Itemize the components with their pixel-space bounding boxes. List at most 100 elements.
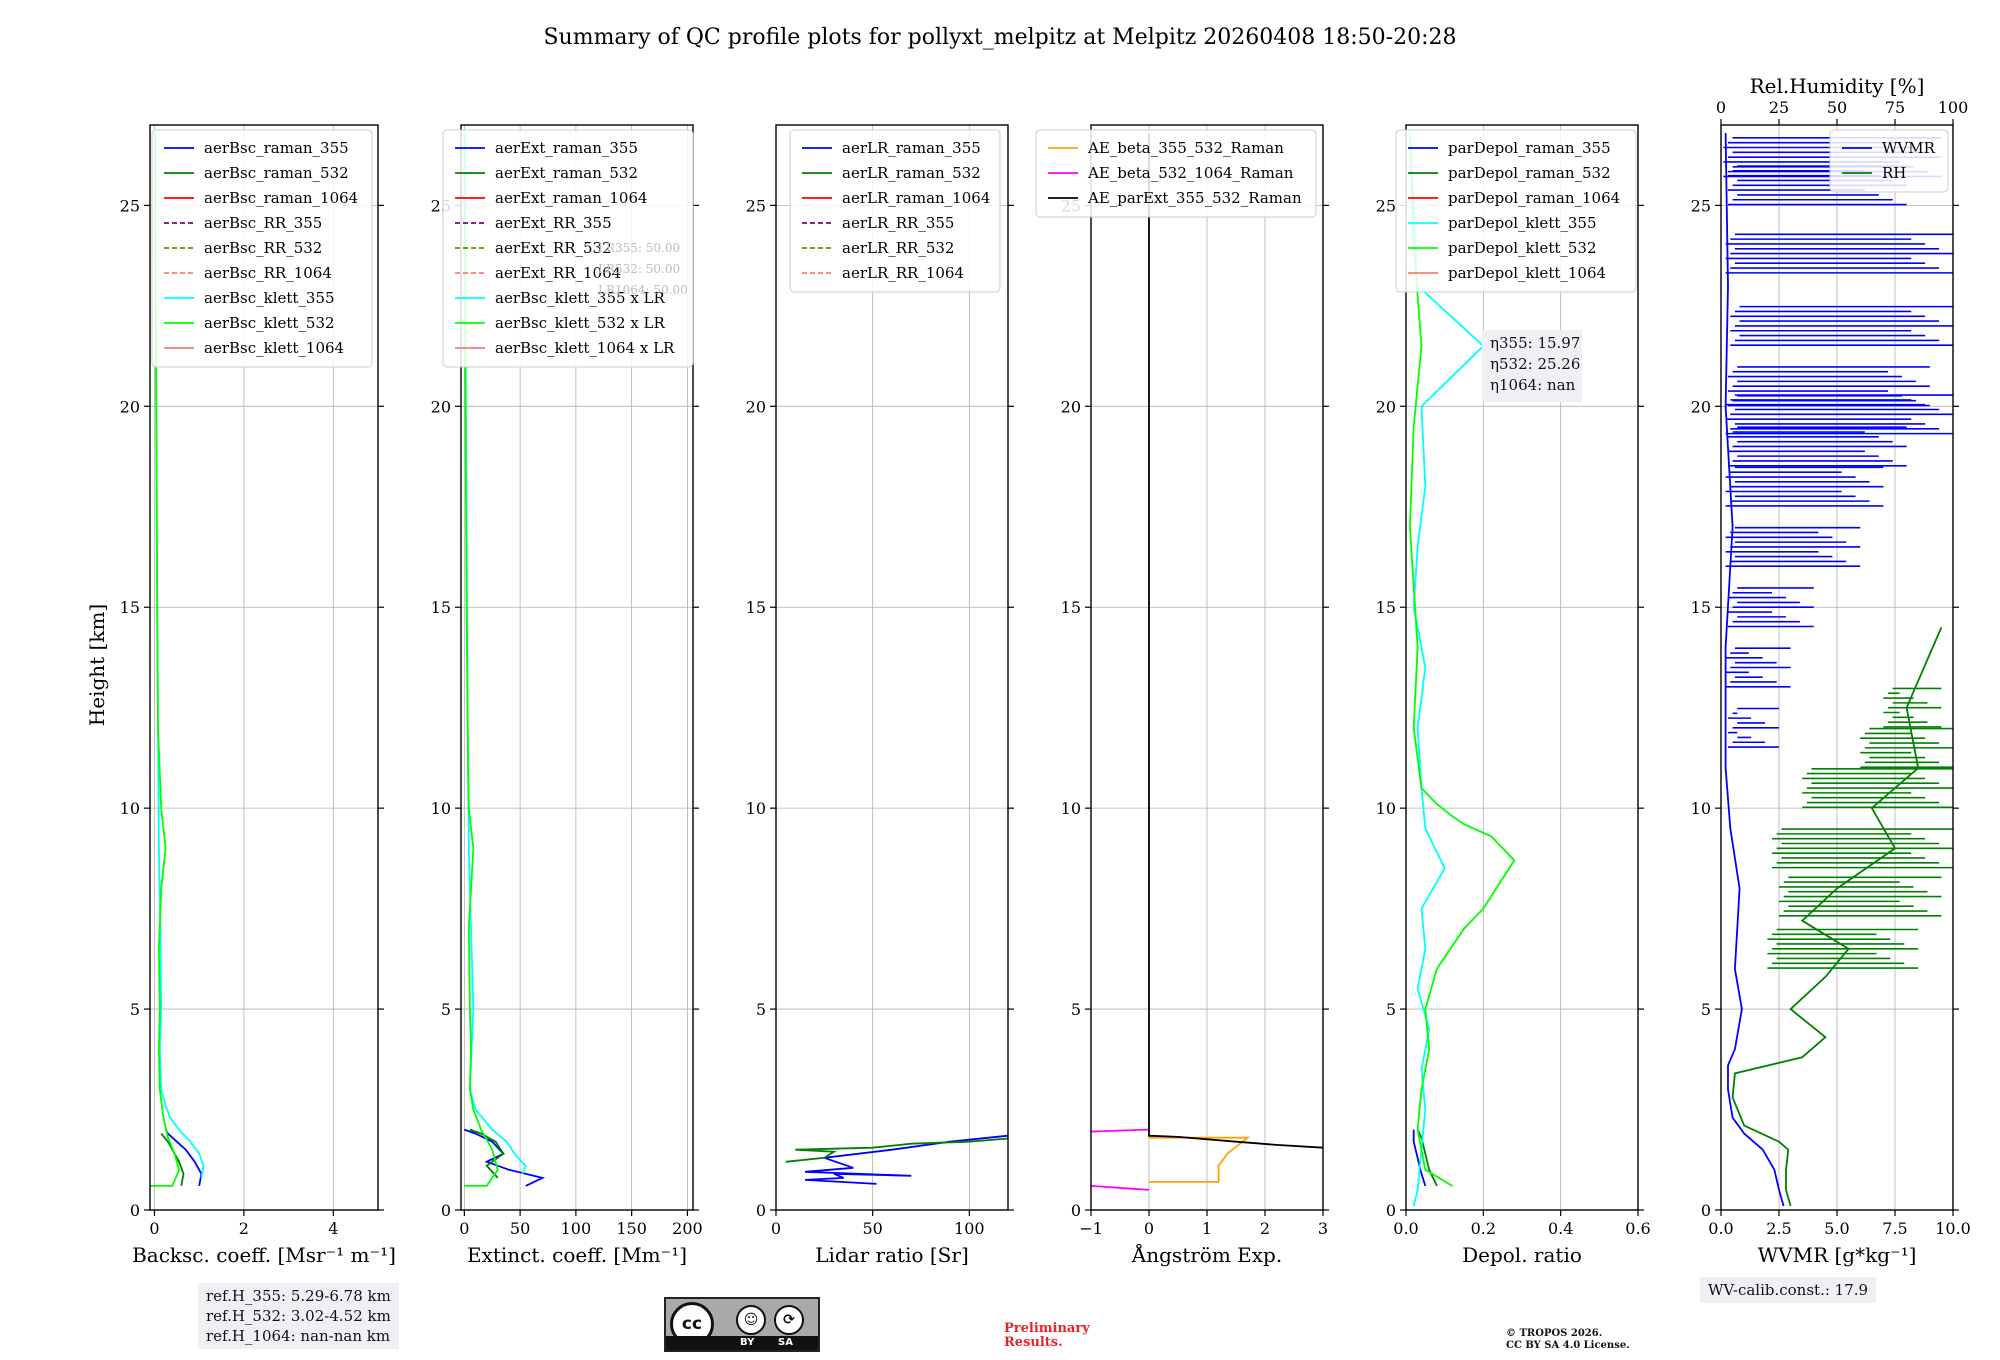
x-tick-label: 7.5: [1882, 1219, 1907, 1238]
x-axis-label: Ångström Exp.: [1131, 1242, 1282, 1267]
y-tick-label: 5: [1701, 1000, 1711, 1019]
axes-frame: [460, 124, 694, 1211]
legend-entry: parDepol_raman_355: [1448, 139, 1611, 157]
x-tick-label: 100: [954, 1219, 985, 1238]
top-x-axis-label: Rel.Humidity [%]: [1750, 74, 1925, 98]
legend-entry: AE_beta_355_532_Raman: [1087, 139, 1284, 157]
legend-entry: aerBsc_klett_355: [204, 289, 335, 307]
legend-entry: aerBsc_RR_355: [204, 214, 322, 232]
panel-depol: 0.0 0.2 0.4 0.6 0 5 10 15 20 25 Depol. ratio parDep…: [1376, 124, 1651, 1267]
y-tick-label: 0: [130, 1201, 140, 1220]
annotation-text: LR532: 50.00: [598, 262, 680, 276]
x-tick-label: 0: [149, 1219, 159, 1238]
legend-entry: aerBsc_RR_532: [204, 239, 322, 257]
series-aerExt_raman_532: [469, 1128, 505, 1179]
series-AE_beta_355_532_Raman: [1149, 1136, 1251, 1183]
annotation-text: η1064: nan: [1490, 376, 1576, 394]
legend-box: [1829, 129, 1949, 193]
cc-logo-bar: BY SA: [666, 1336, 818, 1350]
x-tick-label: 0: [1144, 1219, 1154, 1238]
x-tick-label: 50: [862, 1219, 882, 1238]
x-tick-label: 2: [1260, 1219, 1270, 1238]
y-tick-label: 0: [1386, 1201, 1396, 1220]
y-tick-label: 5: [756, 1000, 766, 1019]
y-tick-label: 15: [1376, 598, 1396, 617]
y-tick-label: 20: [746, 397, 766, 416]
x-tick-label: 5.0: [1824, 1219, 1849, 1238]
y-tick-label: 15: [1691, 598, 1711, 617]
legend: aerExt_raman_355 aerExt_raman_532 aerExt_r…: [442, 129, 694, 368]
series-AE_beta_532_1064_Raman_low: [1091, 1185, 1150, 1191]
x-tick-label: 4: [328, 1219, 338, 1238]
legend-entry: aerBsc_klett_532: [204, 314, 335, 332]
y-tick-label: 25: [1691, 196, 1711, 215]
copyright-line-1: © TROPOS 2026.: [1506, 1328, 1603, 1339]
legend-entry: aerLR_raman_1064: [842, 189, 990, 207]
legend-entry: aerLR_RR_1064: [842, 264, 964, 282]
legend-entry: aerBsc_klett_1064: [204, 339, 344, 357]
series-WVMR: [1724, 132, 1785, 1207]
x-tick-label: 2.5: [1766, 1219, 1791, 1238]
annotation-text: η355: 15.97: [1490, 334, 1580, 352]
top-x-tick-label: 100: [1938, 98, 1969, 117]
legend-entry: parDepol_klett_1064: [1448, 264, 1606, 282]
legend-entry: aerBsc_raman_532: [204, 164, 349, 182]
x-tick-label: 200: [672, 1219, 703, 1238]
legend-box: [151, 129, 373, 368]
series-aerBsc_klett_532: [150, 132, 181, 1187]
legend-entry: parDepol_klett_355: [1448, 214, 1597, 232]
top-x-tick-label: 25: [1769, 98, 1789, 117]
copyright-line-2: CC BY SA 4.0 License.: [1506, 1340, 1630, 1351]
refh-532: ref.H_532: 3.02-4.52 km: [206, 1307, 391, 1325]
x-tick-label: 2: [239, 1219, 249, 1238]
top-x-tick-label: 75: [1885, 98, 1905, 117]
y-tick-label: 10: [1061, 799, 1081, 818]
x-tick-label: 3: [1318, 1219, 1328, 1238]
panel-backscatter: 0 2 4 0 5 10 15 20 25 Backsc. coeff. [Msr⁻¹ m⁻¹] a…: [120, 124, 396, 1267]
x-axis-label: Extinct. coeff. [Mm⁻¹]: [467, 1243, 687, 1267]
panel-wvmr: 0.0 2.5 5.0 7.5 10.0 0 5 10 15 20 25 WVMR [g*kg⁻¹] 0…: [1691, 74, 1971, 1267]
y-tick-label: 5: [1071, 1000, 1081, 1019]
legend-entry: AE_parExt_355_532_Raman: [1087, 189, 1302, 207]
y-axis-label: Height [km]: [85, 604, 109, 726]
legend-entry: parDepol_raman_1064: [1448, 189, 1620, 207]
attribution-person-icon: ☺: [736, 1305, 766, 1335]
legend: aerBsc_raman_355 aerBsc_raman_532 aerBsc_r…: [151, 129, 373, 368]
annotation-box: LR355: 50.00 LR532: 50.00 LR1064: 50.00: [598, 241, 688, 297]
legend-box: [442, 129, 694, 368]
x-tick-label: 150: [616, 1219, 647, 1238]
legend-entry: aerLR_RR_355: [842, 214, 954, 232]
legend-entry: parDepol_klett_532: [1448, 239, 1597, 257]
cc-sa-label: SA: [778, 1337, 793, 1348]
legend: AE_beta_355_532_Raman AE_beta_532_1064_Ra…: [1035, 129, 1317, 218]
x-axis-label: Depol. ratio: [1462, 1243, 1582, 1267]
preliminary-results-note: Preliminary Results.: [1004, 1322, 1090, 1350]
data-area: [1723, 132, 1953, 1207]
data-area: [785, 1134, 1008, 1185]
legend-entry: aerExt_raman_532: [495, 164, 638, 182]
legend-entry: aerLR_raman_355: [842, 139, 981, 157]
x-tick-label: 0.4: [1548, 1219, 1573, 1238]
y-tick-label: 10: [120, 799, 140, 818]
refh-355: ref.H_355: 5.29-6.78 km: [206, 1287, 391, 1305]
refh-1064: ref.H_1064: nan-nan km: [206, 1327, 391, 1345]
y-tick-label: 15: [120, 598, 140, 617]
legend-entry: aerExt_raman_1064: [495, 189, 648, 207]
x-tick-label: 1: [1202, 1219, 1212, 1238]
figure-title: Summary of QC profile plots for pollyxt_…: [543, 25, 1456, 50]
wv-calib-box: WV-calib.const.: 17.9: [1700, 1277, 1877, 1303]
series-RH: [1731, 626, 1943, 1207]
y-tick-label: 20: [1061, 397, 1081, 416]
legend-entry: aerBsc_klett_532 x LR: [495, 314, 666, 332]
x-axis-label: WVMR [g*kg⁻¹]: [1758, 1243, 1917, 1267]
legend-entry: RH: [1882, 164, 1906, 182]
x-tick-label: 0.2: [1471, 1219, 1496, 1238]
legend-box: [1395, 129, 1637, 293]
y-tick-label: 10: [431, 799, 451, 818]
y-tick-label: 20: [431, 397, 451, 416]
y-tick-label: 0: [1701, 1201, 1711, 1220]
legend-entry: aerExt_RR_1064: [495, 264, 621, 282]
legend-entry: aerLR_RR_532: [842, 239, 954, 257]
